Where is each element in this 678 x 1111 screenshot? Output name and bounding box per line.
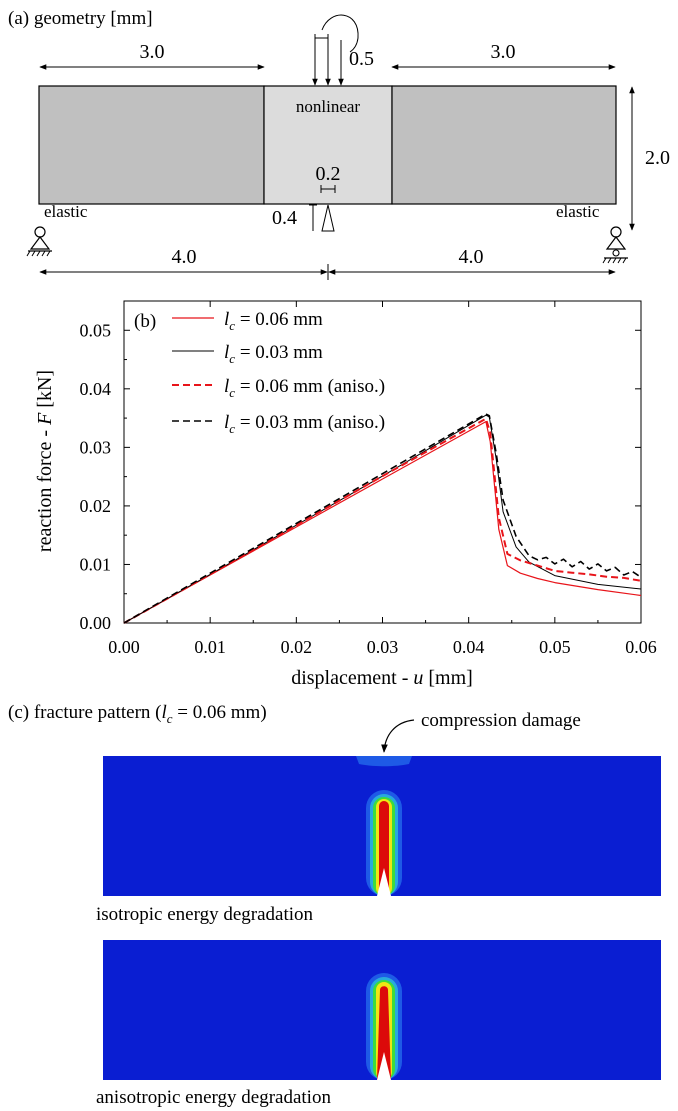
panel-a-geometry: (a) geometry [mm] 3.0 3.0 0.5 nonlinear … xyxy=(8,8,670,280)
label-elastic-left: elastic xyxy=(44,202,88,221)
x-tick-label: 0.04 xyxy=(453,637,485,657)
legend-item-2: lc = 0.03 mm xyxy=(172,342,323,366)
dim-span-left-label: 4.0 xyxy=(172,246,197,268)
x-tick-label: 0.02 xyxy=(281,637,313,657)
legend-text-2: lc = 0.03 mm xyxy=(224,342,323,366)
series-line-3 xyxy=(123,417,642,624)
label-nonlinear: nonlinear xyxy=(296,97,361,116)
y-tick-label: 0.00 xyxy=(80,613,112,633)
support-right xyxy=(602,226,628,264)
dim-notch-height-label: 0.4 xyxy=(272,207,297,229)
compression-damage-zone xyxy=(356,756,412,767)
panel-b-chart: 0.00 0.01 0.02 0.03 0.04 0.05 0.06 0.00 0.01 0.02… xyxy=(34,300,657,689)
x-tick-label: 0.05 xyxy=(539,637,571,657)
dim-right-label: 3.0 xyxy=(491,41,516,63)
legend-item-3: lc = 0.06 mm (aniso.) xyxy=(172,376,385,400)
x-tick-label: 0.00 xyxy=(108,637,140,657)
compression-damage-label: compression damage xyxy=(421,710,581,731)
legend-text-4: lc = 0.03 mm (aniso.) xyxy=(224,412,385,436)
panel-c-title: (c) fracture pattern (lc = 0.06 mm) xyxy=(8,702,267,726)
support-left xyxy=(26,226,52,257)
panel-a-title: (a) geometry [mm] xyxy=(8,8,153,29)
y-tick-label: 0.05 xyxy=(80,320,112,340)
compression-damage-arrow xyxy=(381,719,415,753)
series-line-1 xyxy=(123,421,642,624)
contour-anisotropic xyxy=(103,940,661,1080)
legend-text-1: lc = 0.06 mm xyxy=(224,309,323,333)
dim-span-right-label: 4.0 xyxy=(459,246,484,268)
x-tick-label: 0.03 xyxy=(367,637,399,657)
y-tick-label: 0.02 xyxy=(80,496,112,516)
elastic-region-left xyxy=(38,85,265,205)
x-tick-label: 0.01 xyxy=(194,637,226,657)
y-tick-label: 0.01 xyxy=(80,554,112,574)
elastic-region-right xyxy=(391,85,617,205)
contour-isotropic xyxy=(103,756,661,896)
chart-series xyxy=(123,413,642,624)
plot-frame xyxy=(123,300,642,624)
load-arrows xyxy=(312,14,359,86)
dim-load-label: 0.5 xyxy=(349,48,374,70)
caption-anisotropic: anisotropic energy degradation xyxy=(96,1087,331,1108)
caption-isotropic: isotropic energy degradation xyxy=(96,904,314,925)
y-axis-label: reaction force - F [kN] xyxy=(34,370,56,552)
y-tick-label: 0.03 xyxy=(80,437,112,457)
series-line-4 xyxy=(123,413,642,624)
x-axis-label: displacement - u [mm] xyxy=(291,667,473,689)
chart-ticks: 0.00 0.01 0.02 0.03 0.04 0.05 0.06 0.00 0.01 0.02… xyxy=(80,301,657,657)
dim-height-label: 2.0 xyxy=(645,147,670,169)
legend-item-4: lc = 0.03 mm (aniso.) xyxy=(172,412,385,436)
dim-notch-width-label: 0.2 xyxy=(316,163,341,185)
panel-b-label: (b) xyxy=(134,311,156,332)
legend-item-1: lc = 0.06 mm xyxy=(172,309,323,333)
dim-left-label: 3.0 xyxy=(140,41,165,63)
notch xyxy=(321,204,335,232)
panel-c-fracture: (c) fracture pattern (lc = 0.06 mm) comp… xyxy=(8,702,661,1108)
label-elastic-right: elastic xyxy=(556,202,600,221)
y-tick-label: 0.04 xyxy=(80,379,112,399)
legend-text-3: lc = 0.06 mm (aniso.) xyxy=(224,376,385,400)
chart-legend: lc = 0.06 mm lc = 0.03 mm lc = 0.06 mm (… xyxy=(172,309,385,436)
series-line-2 xyxy=(123,414,642,624)
x-tick-label: 0.06 xyxy=(625,637,657,657)
